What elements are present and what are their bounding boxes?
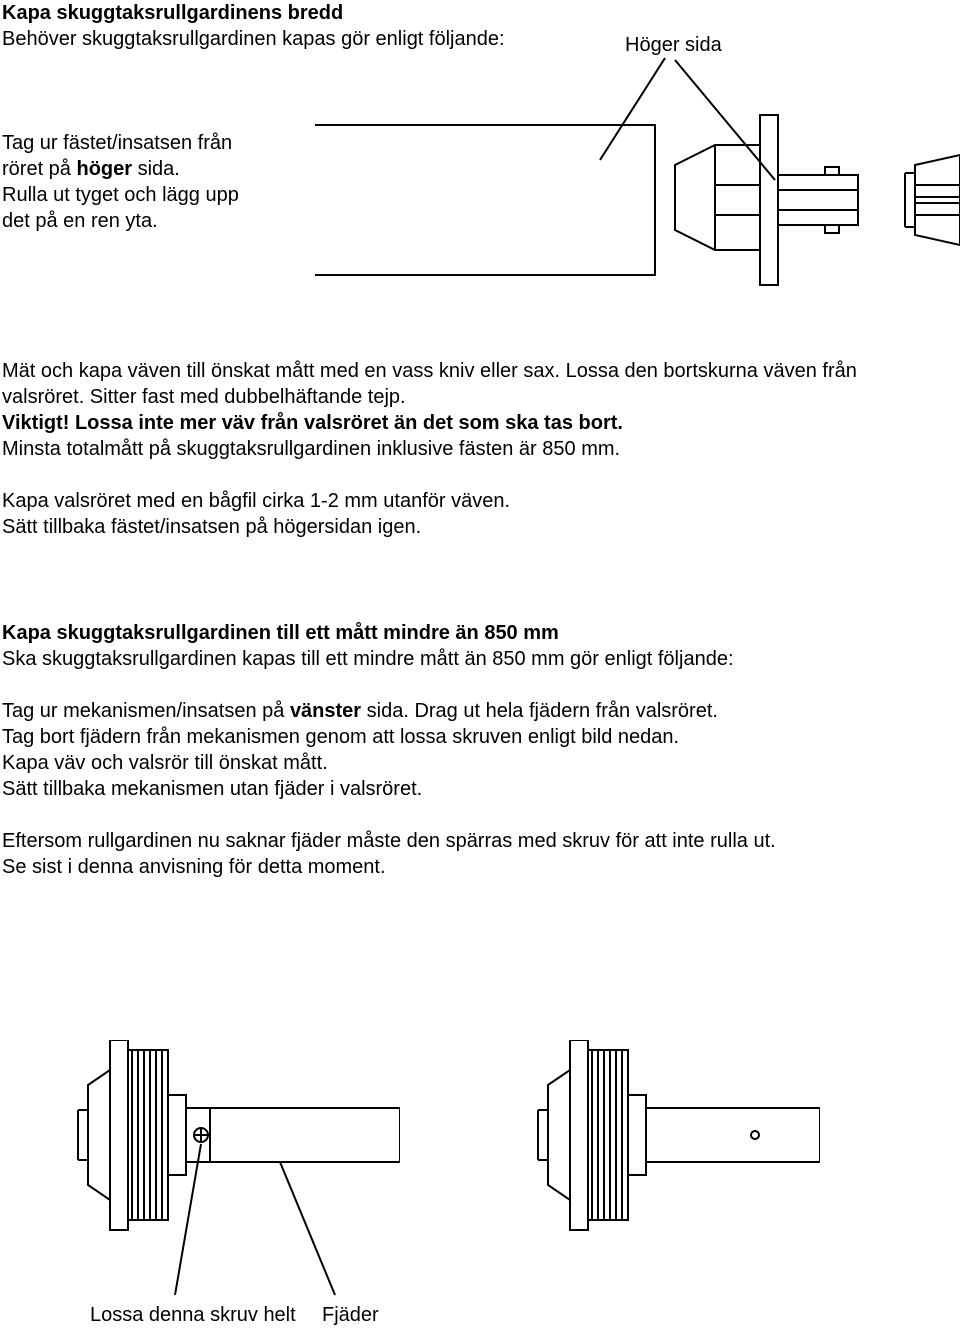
- left-block-l4: det på en ren yta.: [2, 208, 158, 234]
- left-block-l2-post: sida.: [132, 158, 180, 180]
- s2-p1-l2: Tag bort fjädern från mekanismen genom a…: [2, 724, 679, 750]
- section1-heading: Kapa skuggtaksrullgardinens bredd: [2, 0, 343, 26]
- left-block-l2-bold: höger: [76, 158, 132, 180]
- s2-p2-l1: Eftersom rullgardinen nu saknar fjäder m…: [2, 828, 776, 854]
- s2-p1-l1: Tag ur mekanismen/insatsen på vänster si…: [2, 698, 718, 724]
- left-block-l2: röret på höger sida.: [2, 156, 180, 182]
- left-block-l3: Rulla ut tyget och lägg upp: [2, 182, 239, 208]
- mid-p3-l1: Kapa valsröret med en bågfil cirka 1-2 m…: [2, 488, 510, 514]
- diagram-bottom-left: [60, 1040, 400, 1310]
- mid-p2-bold: Viktigt! Lossa inte mer väv från valsrör…: [2, 410, 623, 436]
- mid-p1-l2: valsröret. Sitter fast med dubbelhäftand…: [2, 384, 406, 410]
- s2-p1-l1-bold: vänster: [290, 700, 361, 722]
- label-spring: Fjäder: [322, 1302, 379, 1328]
- mid-p3-l2: Sätt tillbaka fästet/insatsen på högersi…: [2, 514, 421, 540]
- diagram-top: [315, 55, 960, 325]
- left-block-l1: Tag ur fästet/insatsen från: [2, 130, 232, 156]
- section1-intro: Behöver skuggtaksrullgardinen kapas gör …: [2, 26, 505, 52]
- section2-intro: Ska skuggtaksrullgardinen kapas till ett…: [2, 646, 734, 672]
- mid-p1-l1: Mät och kapa väven till önskat mått med …: [2, 358, 857, 384]
- section2-heading: Kapa skuggtaksrullgardinen till ett mått…: [2, 620, 559, 646]
- diagram-bottom-right: [520, 1040, 820, 1250]
- s2-p1-l4: Sätt tillbaka mekanismen utan fjäder i v…: [2, 776, 422, 802]
- label-screw: Lossa denna skruv helt: [90, 1302, 296, 1328]
- mid-p2-l2: Minsta totalmått på skuggtaksrullgardine…: [2, 436, 620, 462]
- s2-p1-l3: Kapa väv och valsrör till önskat mått.: [2, 750, 328, 776]
- s2-p1-l1-pre: Tag ur mekanismen/insatsen på: [2, 700, 290, 722]
- page: Kapa skuggtaksrullgardinens bredd Behöve…: [0, 0, 960, 1334]
- s2-p2-l2: Se sist i denna anvisning för detta mome…: [2, 854, 386, 880]
- left-block-l2-pre: röret på: [2, 158, 76, 180]
- s2-p1-l1-post: sida. Drag ut hela fjädern från valsröre…: [361, 700, 718, 722]
